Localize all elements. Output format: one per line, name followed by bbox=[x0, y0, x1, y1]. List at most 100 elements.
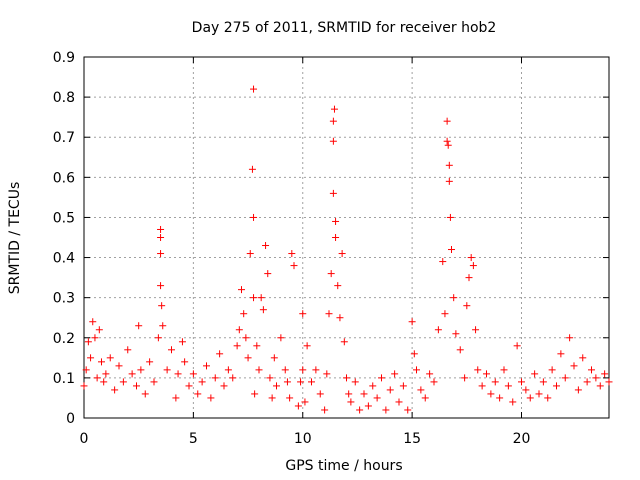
data-point bbox=[220, 382, 228, 390]
data-point bbox=[321, 406, 329, 414]
data-point bbox=[443, 117, 451, 125]
data-point bbox=[100, 378, 108, 386]
data-point bbox=[539, 378, 547, 386]
data-point bbox=[404, 406, 412, 414]
data-point bbox=[157, 225, 165, 233]
data-point bbox=[146, 358, 154, 366]
x-tick-label: 0 bbox=[80, 431, 89, 447]
data-point bbox=[382, 406, 390, 414]
y-tick-label: 0.2 bbox=[53, 331, 75, 347]
data-point bbox=[601, 370, 609, 378]
data-point bbox=[106, 354, 114, 362]
data-point bbox=[336, 314, 344, 322]
data-point bbox=[301, 398, 309, 406]
data-point bbox=[168, 346, 175, 354]
data-point bbox=[444, 141, 452, 149]
data-point bbox=[434, 326, 442, 334]
data-point bbox=[509, 398, 517, 406]
data-point bbox=[469, 262, 477, 270]
data-point bbox=[323, 370, 331, 378]
data-point bbox=[373, 394, 381, 402]
y-tick-label: 0.1 bbox=[53, 371, 75, 387]
y-tick-label: 0.5 bbox=[53, 210, 75, 226]
data-point bbox=[297, 378, 305, 386]
data-point bbox=[329, 137, 337, 145]
data-point bbox=[522, 386, 530, 394]
y-tick-label: 0.6 bbox=[53, 170, 75, 186]
data-point bbox=[82, 366, 90, 374]
data-point bbox=[189, 370, 197, 378]
data-point bbox=[157, 282, 165, 290]
data-point bbox=[178, 338, 186, 346]
axis-ticks: 0 0.1 0.2 0.3 0.4 0.5 0.6 0.7 0.8 0.9 0 5 10 15 20 bbox=[53, 50, 609, 447]
data-point bbox=[369, 382, 377, 390]
data-point bbox=[98, 358, 105, 366]
data-point bbox=[264, 270, 272, 278]
data-point bbox=[548, 366, 556, 374]
data-point bbox=[242, 334, 250, 342]
data-point bbox=[159, 322, 167, 330]
data-point bbox=[395, 398, 403, 406]
chart-title: Day 275 of 2011, SRMTID for receiver hob… bbox=[192, 20, 497, 36]
data-point bbox=[583, 378, 591, 386]
gridlines bbox=[84, 57, 609, 418]
x-axis-label: GPS time / hours bbox=[285, 458, 402, 474]
data-point bbox=[439, 258, 447, 266]
data-point bbox=[299, 366, 307, 374]
data-point bbox=[483, 370, 490, 378]
data-point bbox=[150, 378, 158, 386]
data-point bbox=[128, 370, 136, 378]
data-point bbox=[553, 382, 560, 390]
data-point bbox=[544, 394, 552, 402]
data-point bbox=[386, 386, 394, 394]
data-point bbox=[158, 302, 166, 310]
x-tick-label: 5 bbox=[189, 431, 198, 447]
data-point bbox=[496, 394, 504, 402]
y-tick-label: 0 bbox=[66, 411, 75, 427]
data-point bbox=[448, 246, 455, 254]
data-point bbox=[95, 326, 103, 334]
data-point bbox=[207, 394, 215, 402]
data-point bbox=[255, 366, 263, 374]
data-point bbox=[413, 366, 420, 374]
data-point bbox=[526, 394, 534, 402]
data-point bbox=[592, 374, 600, 382]
data-point bbox=[325, 310, 333, 318]
plot-frame bbox=[83, 56, 610, 419]
data-point bbox=[472, 326, 480, 334]
data-point bbox=[224, 366, 232, 374]
data-point bbox=[570, 362, 578, 370]
data-point bbox=[312, 366, 320, 374]
data-point bbox=[133, 382, 140, 390]
data-point bbox=[281, 366, 289, 374]
data-point bbox=[286, 394, 294, 402]
data-point bbox=[378, 374, 385, 382]
data-point bbox=[235, 326, 243, 334]
data-point bbox=[185, 382, 193, 390]
data-point bbox=[450, 294, 458, 302]
data-point bbox=[329, 189, 337, 197]
data-point bbox=[87, 354, 95, 362]
data-point bbox=[270, 354, 278, 362]
data-point bbox=[465, 274, 473, 282]
data-point bbox=[347, 398, 355, 406]
data-point bbox=[445, 161, 453, 169]
data-point bbox=[513, 342, 521, 350]
data-point bbox=[340, 338, 348, 346]
y-tick-label: 0.4 bbox=[53, 251, 75, 267]
data-point bbox=[487, 390, 495, 398]
data-point bbox=[250, 294, 258, 302]
data-point bbox=[518, 378, 525, 386]
data-point bbox=[330, 105, 338, 113]
y-axis-label: SRMTID / TECUs bbox=[7, 182, 23, 295]
data-point bbox=[137, 366, 145, 374]
data-point bbox=[181, 358, 189, 366]
data-point bbox=[452, 330, 460, 338]
data-point bbox=[248, 165, 256, 173]
data-point bbox=[233, 342, 241, 350]
data-point bbox=[238, 286, 245, 294]
data-point bbox=[426, 370, 434, 378]
data-point bbox=[102, 370, 110, 378]
data-point bbox=[250, 213, 258, 221]
